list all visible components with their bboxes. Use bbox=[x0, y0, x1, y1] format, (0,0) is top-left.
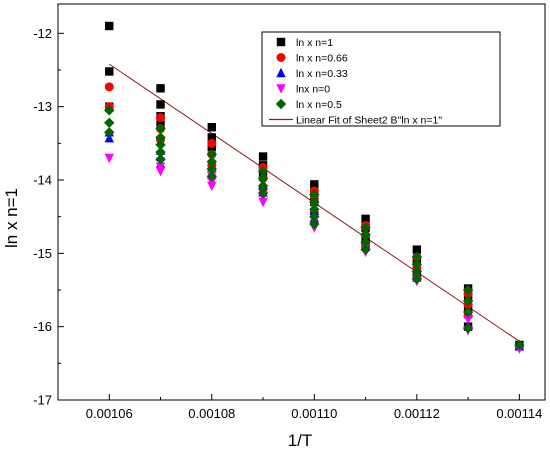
x-tick-label: 0.00110 bbox=[291, 406, 337, 421]
data-point bbox=[207, 123, 216, 132]
legend-box bbox=[261, 31, 501, 127]
y-tick-label: -15 bbox=[33, 246, 52, 261]
legend-marker bbox=[276, 53, 286, 62]
x-tick-label: 0.00108 bbox=[188, 406, 235, 421]
data-point bbox=[309, 218, 320, 230]
data-point bbox=[411, 259, 423, 270]
data-point bbox=[104, 127, 115, 138]
legend-label: ln x n=0.33 bbox=[296, 68, 348, 80]
data-point bbox=[105, 67, 114, 76]
data-point bbox=[156, 84, 165, 93]
legend-marker bbox=[276, 67, 286, 78]
data-point bbox=[463, 315, 473, 325]
data-point bbox=[206, 156, 217, 167]
data-point bbox=[155, 167, 166, 177]
y-tick-label: -16 bbox=[33, 319, 52, 334]
data-point bbox=[310, 180, 319, 189]
legend-label: Linear Fit of Sheet2 B"ln x n=1" bbox=[296, 114, 442, 126]
data-point bbox=[412, 245, 422, 254]
y-axis-ticks: -17 -16 -15 -14 -13 -12 bbox=[33, 26, 64, 408]
data-point bbox=[257, 166, 269, 177]
data-point bbox=[156, 113, 166, 123]
data-point bbox=[104, 133, 114, 143]
data-point bbox=[207, 138, 217, 148]
data-point bbox=[104, 105, 115, 116]
data-point bbox=[206, 163, 217, 175]
data-point bbox=[155, 154, 166, 165]
data-point bbox=[104, 153, 114, 164]
data-point bbox=[206, 149, 217, 160]
series-diamond bbox=[104, 105, 525, 351]
data-point bbox=[309, 196, 320, 208]
data-point bbox=[411, 251, 423, 263]
data-point bbox=[360, 229, 371, 241]
legend-marker bbox=[276, 84, 286, 94]
data-point bbox=[155, 132, 166, 143]
data-point bbox=[360, 244, 371, 255]
data-point bbox=[462, 306, 474, 318]
x-tick-label: 0.00112 bbox=[394, 406, 440, 421]
data-point bbox=[361, 214, 370, 224]
plot-frame bbox=[57, 3, 546, 401]
data-point bbox=[105, 21, 114, 31]
legend: ln x n=1 ln x n=0.66 ln x n=0.33 lnx n=0 ln … bbox=[261, 31, 501, 127]
data-point bbox=[462, 295, 474, 307]
data-point bbox=[104, 117, 115, 128]
data-point bbox=[104, 82, 114, 92]
data-point bbox=[411, 266, 423, 277]
data-point bbox=[207, 133, 216, 142]
data-point bbox=[258, 197, 268, 208]
y-axis-label: ln x n=1 bbox=[2, 188, 21, 248]
x-tick-label: 0.00106 bbox=[86, 406, 133, 421]
legend-marker bbox=[276, 37, 286, 47]
data-point bbox=[257, 180, 269, 192]
data-point bbox=[257, 188, 269, 199]
data-point bbox=[514, 339, 525, 351]
data-point bbox=[462, 284, 474, 296]
data-points bbox=[104, 21, 525, 354]
data-point bbox=[257, 173, 269, 184]
data-point bbox=[309, 189, 320, 200]
data-point bbox=[258, 152, 268, 161]
data-point bbox=[155, 139, 166, 150]
data-point bbox=[309, 204, 320, 215]
data-point bbox=[462, 322, 474, 334]
data-point bbox=[411, 273, 423, 285]
x-axis-ticks: 0.00106 0.00108 0.00110 0.00112 0.00114 bbox=[86, 394, 542, 421]
x-axis-label: 1/T bbox=[288, 431, 313, 450]
data-point bbox=[207, 181, 217, 192]
legend-marker bbox=[275, 98, 287, 110]
plot-area-border bbox=[57, 3, 546, 401]
data-point bbox=[360, 237, 371, 248]
data-point bbox=[155, 146, 166, 158]
data-point bbox=[155, 123, 166, 134]
legend-label: lnx n=0 bbox=[296, 83, 330, 95]
x-tick-label: 0.00114 bbox=[496, 406, 542, 421]
legend-label: ln x n=1 bbox=[296, 37, 333, 49]
data-point bbox=[156, 100, 165, 109]
y-tick-label: -17 bbox=[33, 393, 52, 408]
data-point bbox=[360, 222, 371, 233]
legend-label: ln x n=0.66 bbox=[296, 52, 348, 64]
y-tick-label: -12 bbox=[33, 26, 52, 41]
data-point bbox=[309, 211, 320, 222]
y-tick-label: -13 bbox=[33, 99, 52, 114]
y-tick-label: -14 bbox=[33, 173, 52, 188]
legend-label: ln x n=0.5 bbox=[296, 99, 342, 111]
data-point bbox=[206, 171, 217, 182]
